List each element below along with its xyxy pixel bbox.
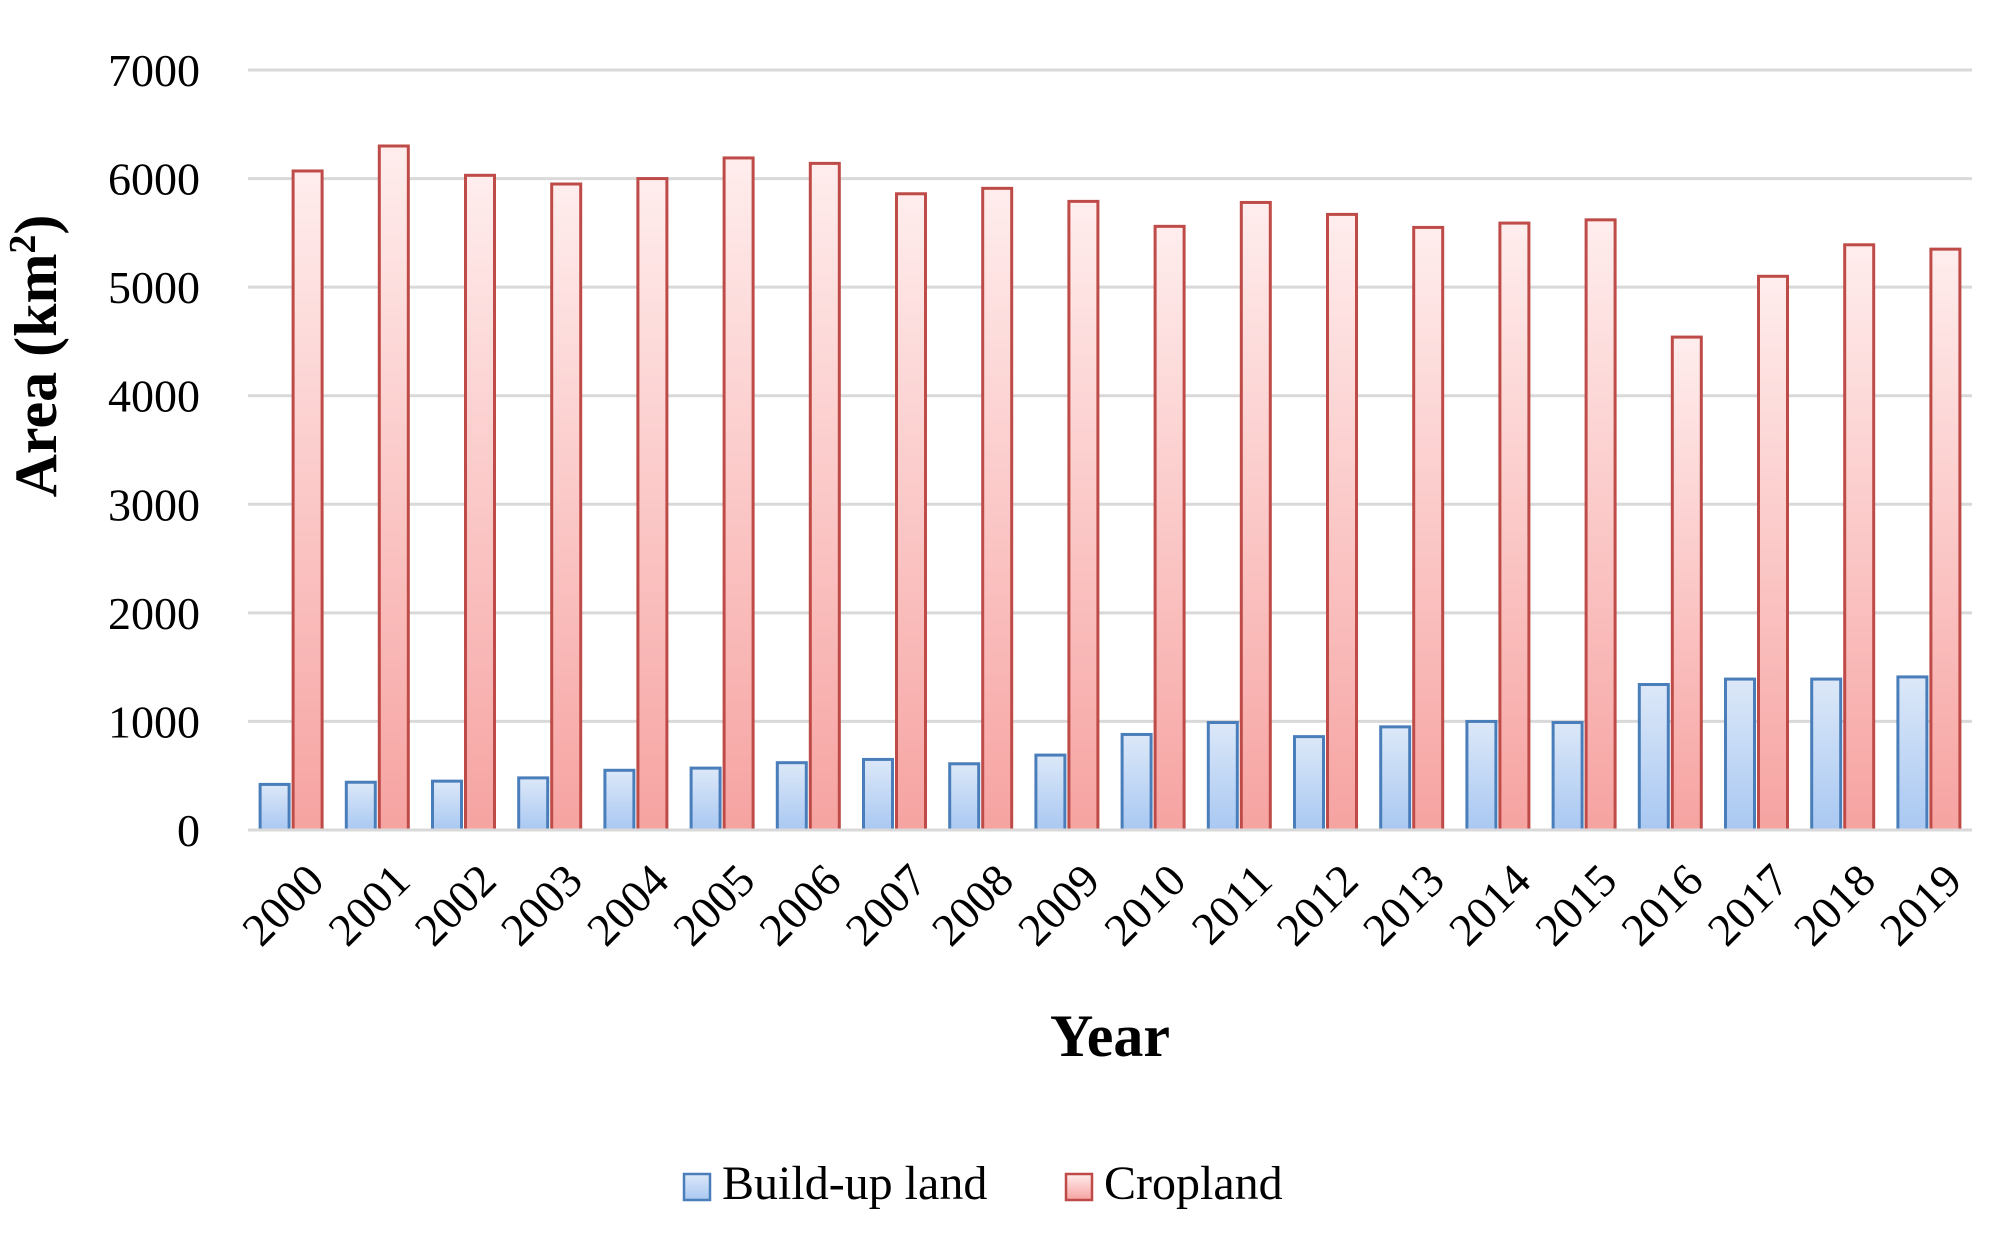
x-tick-label-2010: 2010 [1094, 854, 1195, 955]
bar-cropland-2003 [550, 182, 583, 832]
bar-build-up-land-2009 [1034, 753, 1067, 832]
bar-cropland-2002 [464, 173, 496, 832]
x-tick-label-2009: 2009 [1008, 854, 1109, 955]
x-tick-label-2005: 2005 [663, 854, 764, 955]
y-axis-title-main: Area (km [3, 254, 69, 498]
bar-build-up-land-2011 [1206, 721, 1239, 832]
bar-build-up-land-2003 [517, 776, 550, 832]
bar-build-up-land-2017 [1724, 677, 1756, 832]
bar-cropland-2015 [1584, 218, 1617, 832]
gridlines [248, 68, 1972, 723]
bar-build-up-land-2007 [862, 757, 894, 832]
y-axis-title: Area (km2) [2, 215, 69, 498]
bar-build-up-land-2001 [344, 780, 377, 832]
x-tick-label-2012: 2012 [1267, 854, 1368, 955]
y-axis-title-close: ) [3, 215, 69, 235]
bar-build-up-land-2016 [1637, 683, 1670, 832]
bar-cropland-2017 [1757, 274, 1789, 832]
bar-build-up-land-2018 [1810, 677, 1843, 832]
x-tick-label-2013: 2013 [1353, 854, 1454, 955]
bar-build-up-land-2008 [948, 762, 981, 832]
bar-cropland-2016 [1670, 335, 1703, 832]
y-tick-label-1000: 1000 [108, 696, 200, 747]
bar-cropland-2007 [895, 192, 927, 832]
y-tick-label-7000: 7000 [108, 45, 200, 96]
bar-cropland-2013 [1412, 225, 1445, 832]
legend-swatch-build-up-land [682, 1172, 712, 1202]
y-tick-label-3000: 3000 [108, 479, 200, 530]
x-tick-label-2007: 2007 [836, 854, 937, 955]
x-tick-label-2001: 2001 [318, 854, 419, 955]
bar-cropland-2006 [808, 161, 841, 832]
y-tick-label-5000: 5000 [108, 262, 200, 313]
bar-cropland-2012 [1326, 212, 1358, 832]
bar-cropland-2005 [722, 156, 755, 832]
legend-label-build-up-land: Build-up land [722, 1157, 987, 1210]
bar-build-up-land-2015 [1551, 721, 1584, 832]
x-tick-label-2011: 2011 [1182, 854, 1282, 954]
y-tick-label-0: 0 [177, 805, 200, 856]
x-tick-label-2017: 2017 [1698, 854, 1799, 955]
bar-build-up-land-2019 [1896, 675, 1929, 832]
bar-cropland-2019 [1929, 247, 1962, 832]
bar-cropland-2000 [291, 169, 324, 832]
bar-build-up-land-2014 [1465, 719, 1498, 832]
bar-cropland-2014 [1498, 221, 1531, 832]
x-axis-title: Year [1050, 1003, 1170, 1069]
x-tick-label-2014: 2014 [1439, 854, 1540, 955]
bar-build-up-land-2002 [431, 779, 463, 832]
x-tick-label-2006: 2006 [749, 854, 850, 955]
x-tick-label-2003: 2003 [491, 854, 592, 955]
x-tick-label-2004: 2004 [577, 854, 678, 955]
x-axis-ticks: 2000200120022003200420052006200720082009… [232, 854, 1971, 955]
legend-label-cropland: Cropland [1104, 1157, 1283, 1210]
bar-build-up-land-2012 [1293, 735, 1325, 832]
x-tick-label-2016: 2016 [1611, 854, 1712, 955]
bar-build-up-land-2004 [603, 768, 636, 832]
bar-cropland-2001 [377, 144, 410, 832]
bar-cropland-2011 [1239, 200, 1272, 832]
legend: Build-up land Cropland [682, 1157, 1283, 1210]
bar-build-up-land-2013 [1379, 725, 1412, 832]
bar-cropland-2010 [1153, 224, 1186, 832]
bars [258, 144, 1962, 832]
bar-cropland-2009 [1067, 199, 1100, 832]
bar-build-up-land-2000 [258, 782, 291, 832]
y-tick-label-2000: 2000 [108, 588, 200, 639]
y-tick-label-4000: 4000 [108, 371, 200, 422]
x-tick-label-2015: 2015 [1525, 854, 1626, 955]
bar-cropland-2018 [1843, 243, 1876, 832]
y-axis-ticks: 0 1000 2000 3000 4000 5000 6000 7000 [108, 45, 200, 856]
x-tick-label-2000: 2000 [232, 854, 333, 955]
legend-swatch-cropland [1064, 1172, 1094, 1202]
x-tick-label-2002: 2002 [405, 854, 506, 955]
bar-build-up-land-2005 [689, 766, 722, 832]
y-axis-title-superscript: 2 [2, 235, 44, 254]
bar-cropland-2004 [636, 177, 669, 832]
y-tick-label-6000: 6000 [108, 154, 200, 205]
x-tick-label-2018: 2018 [1784, 854, 1885, 955]
x-tick-label-2008: 2008 [922, 854, 1023, 955]
bar-build-up-land-2006 [775, 761, 808, 832]
x-tick-label-2019: 2019 [1870, 854, 1971, 955]
bar-cropland-2008 [981, 186, 1014, 832]
bar-build-up-land-2010 [1120, 732, 1153, 832]
